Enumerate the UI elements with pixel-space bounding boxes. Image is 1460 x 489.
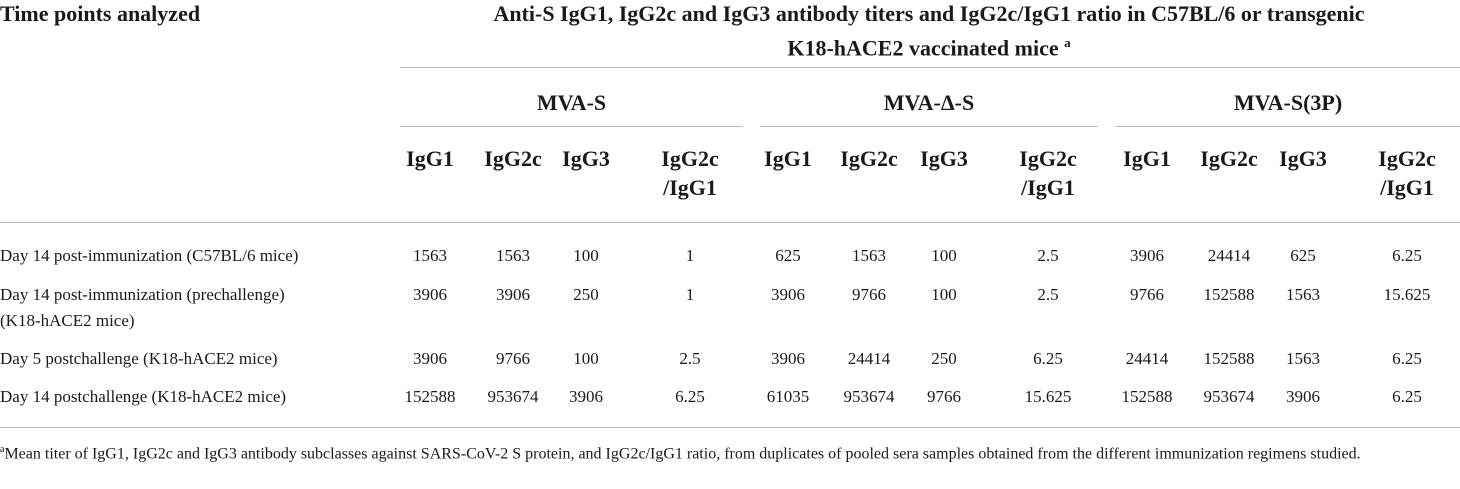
table-cell: 3906 <box>1286 387 1320 406</box>
group-rule-mva-s <box>400 126 743 127</box>
footnote-marker: a <box>0 444 5 455</box>
table-cell: 3906 <box>771 349 805 368</box>
table-cell: 2.5 <box>1037 285 1059 304</box>
group-header-mva-s: MVA-S <box>536 90 607 115</box>
row-label: Day 14 post-immunization (prechallenge) <box>0 285 285 304</box>
group-rule-mva-s3p <box>1116 126 1460 127</box>
table-cell: 3906 <box>569 387 603 406</box>
table-cell: 6.25 <box>1033 349 1063 368</box>
table-cell: 1563 <box>1286 285 1320 304</box>
table-cell: 953674 <box>843 387 895 406</box>
subheader-ratio-line1: IgG2c <box>661 146 719 171</box>
table-cell: 9766 <box>1130 285 1164 304</box>
table-cell: 250 <box>573 285 599 304</box>
row-label: Day 5 postchallenge (K18-hACE2 mice) <box>0 349 278 368</box>
table-cell: 100 <box>573 349 599 368</box>
table-cell: 1563 <box>496 246 530 265</box>
footnote-text: Mean titer of IgG1, IgG2c and IgG3 antib… <box>4 445 1361 463</box>
table-cell: 2.5 <box>679 349 701 368</box>
table-cell: 100 <box>931 246 957 265</box>
table-cell: 9766 <box>496 349 530 368</box>
table-cell: 6.25 <box>1392 349 1422 368</box>
table-cell: 61035 <box>766 387 810 406</box>
table-cell: 15.625 <box>1024 387 1072 406</box>
table-cell: 3906 <box>413 349 447 368</box>
table-cell: 15.625 <box>1383 285 1431 304</box>
table-cell: 6.25 <box>1392 387 1422 406</box>
subheader-igg1: IgG1 <box>1123 146 1171 171</box>
caption-line2-text: K18-hACE2 vaccinated mice <box>787 35 1059 61</box>
table-caption-line1: Anti-S IgG1, IgG2c and IgG3 antibody tit… <box>493 1 1365 26</box>
table-cell: 3906 <box>413 285 447 304</box>
table-cell: 1563 <box>852 246 886 265</box>
table-cell: 9766 <box>852 285 886 304</box>
table-cell: 3906 <box>496 285 530 304</box>
subheader-igg3: IgG3 <box>1279 146 1327 171</box>
table-cell: 24414 <box>1125 349 1169 368</box>
table-cell: 3906 <box>1130 246 1164 265</box>
group-rule-mva-delta-s <box>760 126 1098 127</box>
subheader-igg2c: IgG2c <box>1200 146 1258 171</box>
table-caption-line2: K18-hACE2 vaccinated mice a <box>400 29 1458 62</box>
subheader-ratio-line1: IgG2c <box>1019 146 1077 171</box>
caption-footnote-marker: a <box>1064 35 1071 50</box>
table-cell: 24414 <box>847 349 891 368</box>
subheader-ratio-line2: /IgG1 <box>1380 175 1434 200</box>
subheader-igg2c: IgG2c <box>840 146 898 171</box>
column-header-time-points: Time points analyzed <box>0 1 201 26</box>
subheader-igg3: IgG3 <box>920 146 968 171</box>
table-cell: 100 <box>931 285 957 304</box>
table-bottom-rule <box>0 427 1460 428</box>
subheader-ratio-line1: IgG2c <box>1378 146 1436 171</box>
table-cell: 953674 <box>487 387 539 406</box>
table-cell: 152588 <box>1203 285 1255 304</box>
table-cell: 9766 <box>927 387 961 406</box>
table-cell: 6.25 <box>675 387 705 406</box>
table-cell: 152588 <box>1203 349 1255 368</box>
caption-rule <box>400 67 1460 68</box>
subheader-igg1: IgG1 <box>764 146 812 171</box>
table-cell: 250 <box>931 349 957 368</box>
header-bottom-rule <box>0 222 1460 223</box>
table-cell: 3906 <box>771 285 805 304</box>
table-cell: 625 <box>1290 246 1316 265</box>
table-cell: 24414 <box>1207 246 1251 265</box>
group-header-mva-s3p: MVA-S(3P) <box>1233 90 1343 115</box>
subheader-igg1: IgG1 <box>406 146 454 171</box>
table-footnote: aMean titer of IgG1, IgG2c and IgG3 anti… <box>0 438 1460 465</box>
group-header-mva-delta-s: MVA-Δ-S <box>883 90 975 115</box>
table-cell: 1 <box>685 246 695 265</box>
row-label: Day 14 post-immunization (C57BL/6 mice) <box>0 246 299 265</box>
table-cell: 625 <box>775 246 801 265</box>
subheader-ratio-line2: /IgG1 <box>663 175 717 200</box>
table-cell: 6.25 <box>1392 246 1422 265</box>
table-cell: 2.5 <box>1037 246 1059 265</box>
table-cell: 953674 <box>1203 387 1255 406</box>
table-cell: 1563 <box>413 246 447 265</box>
table-cell: 1 <box>685 285 695 304</box>
subheader-igg3: IgG3 <box>562 146 610 171</box>
row-label: Day 14 postchallenge (K18-hACE2 mice) <box>0 387 287 406</box>
table-cell: 1563 <box>1286 349 1320 368</box>
subheader-ratio-line2: /IgG1 <box>1021 175 1075 200</box>
table-cell: 100 <box>573 246 599 265</box>
subheader-igg2c: IgG2c <box>484 146 542 171</box>
row-label-continued: (K18-hACE2 mice) <box>0 311 135 330</box>
table-cell: 152588 <box>404 387 456 406</box>
table-cell: 152588 <box>1121 387 1173 406</box>
